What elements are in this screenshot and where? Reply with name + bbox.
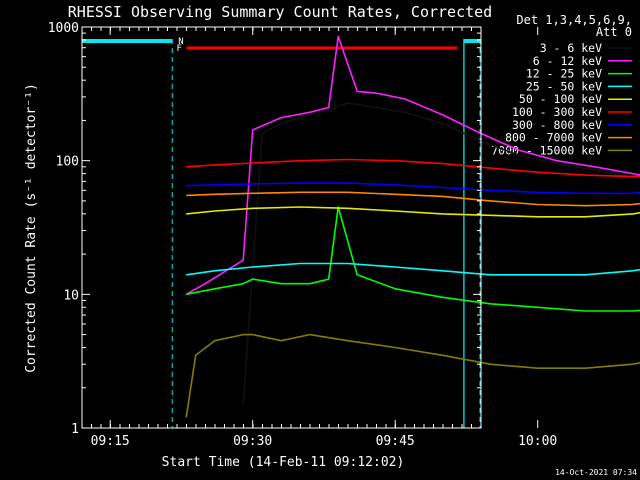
legend-label-50-100-kev: 50 - 100 keV [519,92,602,106]
legend-label-100-300-kev: 100 - 300 keV [512,105,602,119]
series-line-50-100-kev [186,206,640,218]
legend-label-3-6-kev: 3 - 6 keV [540,41,602,55]
x-tick-label: 09:45 [376,434,415,449]
flare-label: F [177,44,182,54]
flag-layer: NF [82,37,481,428]
y-tick-label: 10 [63,288,79,303]
legend-label-300-800-kev: 300 - 800 keV [512,118,602,132]
y-tick-label: 100 [56,155,79,170]
y-tick-label: 1000 [48,21,79,36]
legend-label-25-50-kev: 25 - 50 keV [526,79,602,93]
x-tick-label: 09:15 [91,434,130,449]
series-line-25-50-kev [186,262,640,276]
legend-attenuator: Att 0 [596,25,632,39]
axes-layer: 09:1509:3009:4510:0010:1510:3010:4511010… [48,21,558,449]
series-line-100-300-kev [186,158,640,178]
legend-label-12-25-kev: 12 - 25 keV [526,67,602,81]
night-label: N [178,37,183,47]
series-line-3-6-kev [242,102,640,405]
legend-label-800-7000-kev: 800 - 7000 keV [505,131,602,145]
series-line-12-25-kev [186,206,640,312]
x-tick-label: 10:00 [518,434,557,449]
x-axis-label: Start Time (14-Feb-11 09:12:02) [162,455,405,470]
legend-detectors: Det 1,3,4,5,6,9, [516,13,632,27]
legend-label-6-12-kev: 6 - 12 keV [533,54,602,68]
series-line-300-800-kev [186,182,640,195]
x-tick-label: 09:30 [233,434,272,449]
y-axis-label: Corrected Count Rate (s⁻¹ detector⁻¹) [24,83,39,373]
timestamp: 14-Oct-2021 07:34 [555,468,637,477]
chart-title: RHESSI Observing Summary Count Rates, Co… [68,3,492,21]
series-line-800-7000-kev [186,191,640,207]
y-tick-label: 1 [71,422,79,437]
legend-label-7000-15000-kev: 7000 - 15000 keV [491,143,602,157]
series-line-7000-15000-kev [185,333,640,418]
